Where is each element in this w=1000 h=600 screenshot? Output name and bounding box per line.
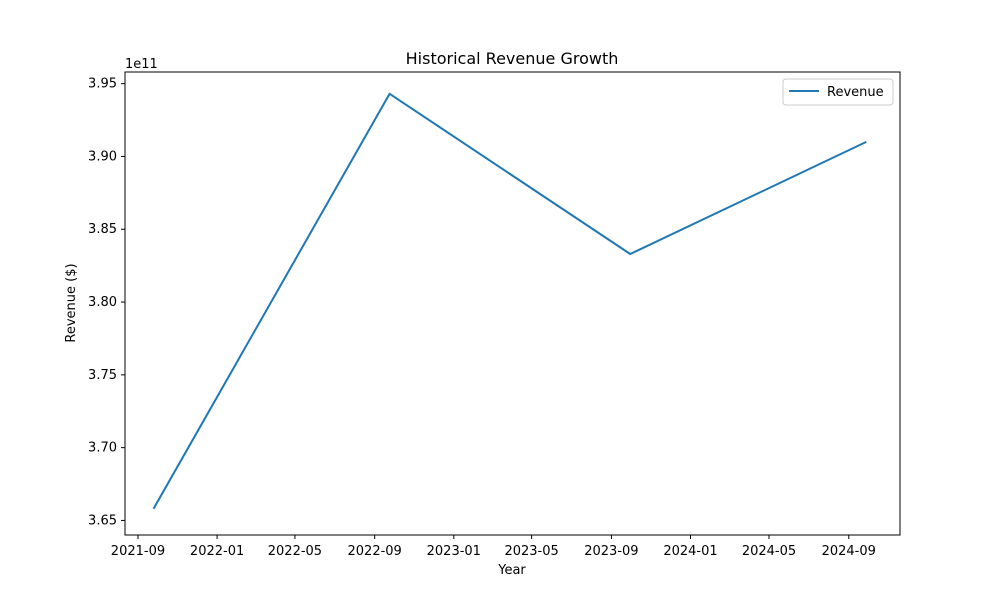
legend-label-revenue: Revenue	[827, 85, 884, 100]
x-tick-label: 2022-09	[348, 544, 402, 559]
x-tick-label: 2023-09	[584, 544, 638, 559]
x-tick-label: 2024-09	[822, 544, 876, 559]
y-axis-ticks: 3.65 3.70 3.75 3.80 3.85 3.90 3.95	[88, 77, 125, 528]
x-tick-label: 2023-05	[504, 544, 558, 559]
y-tick-label: 3.90	[88, 149, 117, 164]
x-tick-label: 2024-01	[663, 544, 717, 559]
y-tick-label: 3.80	[88, 295, 117, 310]
x-tick-label: 2021-09	[111, 544, 165, 559]
y-tick-label: 3.75	[88, 368, 117, 383]
y-tick-label: 3.65	[88, 513, 117, 528]
series-layer	[152, 92, 867, 510]
chart-title: Historical Revenue Growth	[406, 49, 619, 68]
legend: Revenue	[782, 78, 894, 106]
x-axis-label: Year	[497, 563, 526, 578]
y-axis-offset-label: 1e11	[125, 57, 158, 72]
x-tick-label: 2024-05	[742, 544, 796, 559]
y-axis-label: Revenue ($)	[64, 263, 79, 342]
y-tick-label: 3.85	[88, 222, 117, 237]
series-line-revenue	[152, 92, 867, 510]
x-tick-label: 2022-05	[268, 544, 322, 559]
legend-box	[782, 78, 894, 106]
plot-frame	[124, 71, 901, 536]
x-tick-label: 2022-01	[190, 544, 244, 559]
x-axis-ticks: 2021-09 2022-01 2022-05 2022-09 2023-01 2023-…	[111, 535, 876, 559]
y-tick-label: 3.95	[88, 77, 117, 92]
x-tick-label: 2023-01	[427, 544, 481, 559]
y-tick-label: 3.70	[88, 441, 117, 456]
